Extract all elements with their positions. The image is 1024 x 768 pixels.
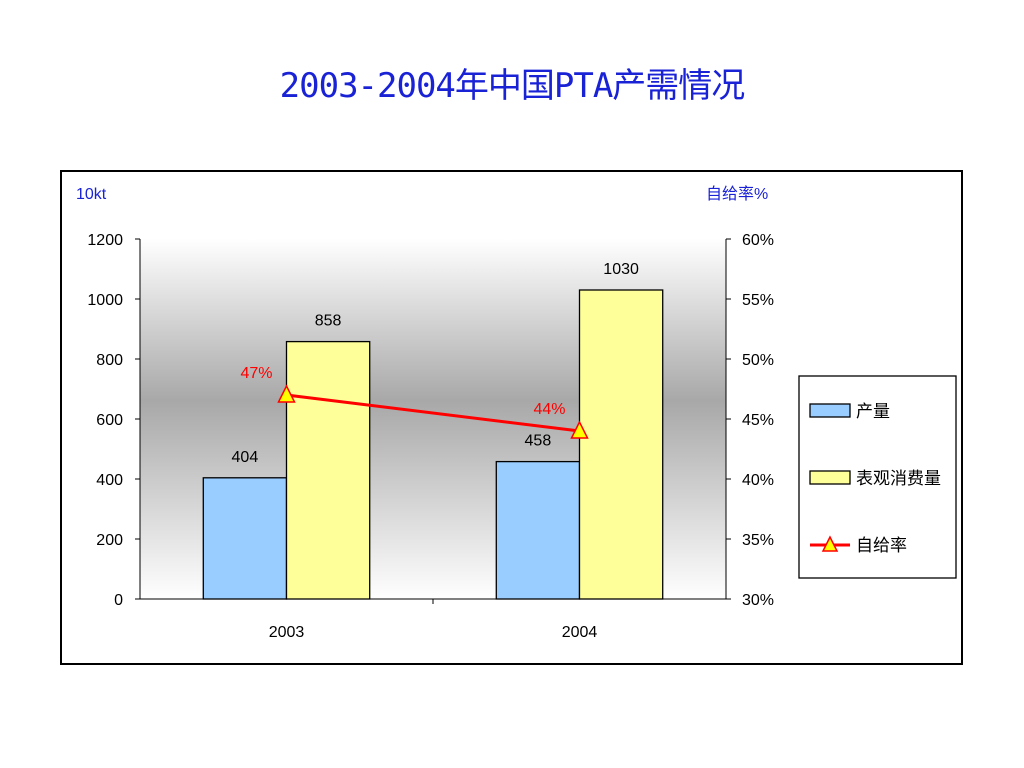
left-tick-label: 600: [96, 412, 123, 429]
left-tick-label: 1000: [87, 292, 123, 309]
line-point-label: 47%: [240, 365, 272, 382]
line-point-marker: [570, 420, 589, 439]
line-series: [286, 393, 580, 433]
x-tick-label: 2004: [562, 624, 598, 641]
bar-value-label: 458: [525, 433, 552, 450]
left-tick-label: 800: [96, 352, 123, 369]
right-tick-label: 50%: [742, 352, 774, 369]
bar: [202, 477, 288, 600]
left-tick-label: 0: [114, 592, 123, 609]
right-axis-unit: 自给率%: [706, 185, 768, 203]
left-axis-unit: 10kt: [76, 186, 107, 203]
legend-marker: [821, 535, 839, 552]
legend-label: 表观消费量: [856, 469, 941, 489]
right-tick-label: 35%: [742, 532, 774, 549]
bar-value-label: 858: [315, 313, 342, 330]
right-tick-label: 40%: [742, 472, 774, 489]
right-tick-label: 30%: [742, 592, 774, 609]
right-tick-label: 45%: [742, 412, 774, 429]
left-tick-label: 400: [96, 472, 123, 489]
line-point-label: 44%: [533, 401, 565, 418]
legend-label: 产量: [856, 402, 890, 422]
x-tick-label: 2003: [269, 624, 305, 641]
right-tick-label: 55%: [742, 292, 774, 309]
left-tick-label: 200: [96, 532, 123, 549]
chart-svg: 10kt 自给率% 0 200 400 600 800 1000 1200 30% 35% 40%…: [76, 185, 957, 641]
legend-swatch: [809, 403, 851, 418]
left-tick-label: 1200: [87, 232, 123, 249]
bar: [578, 289, 664, 600]
chart-frame: 10kt 自给率% 0 200 400 600 800 1000 1200 30% 35% 40%…: [60, 170, 963, 665]
bar-value-label: 404: [232, 449, 259, 466]
chart-title: 2003-2004年中国PTA产需情况: [279, 66, 746, 106]
legend-label: 自给率: [856, 536, 907, 556]
legend-swatch: [809, 470, 851, 485]
bar-value-label: 1030: [603, 261, 639, 278]
bar: [495, 460, 581, 600]
bar: [285, 340, 371, 600]
right-tick-label: 60%: [742, 232, 774, 249]
line-point-marker: [277, 384, 296, 403]
